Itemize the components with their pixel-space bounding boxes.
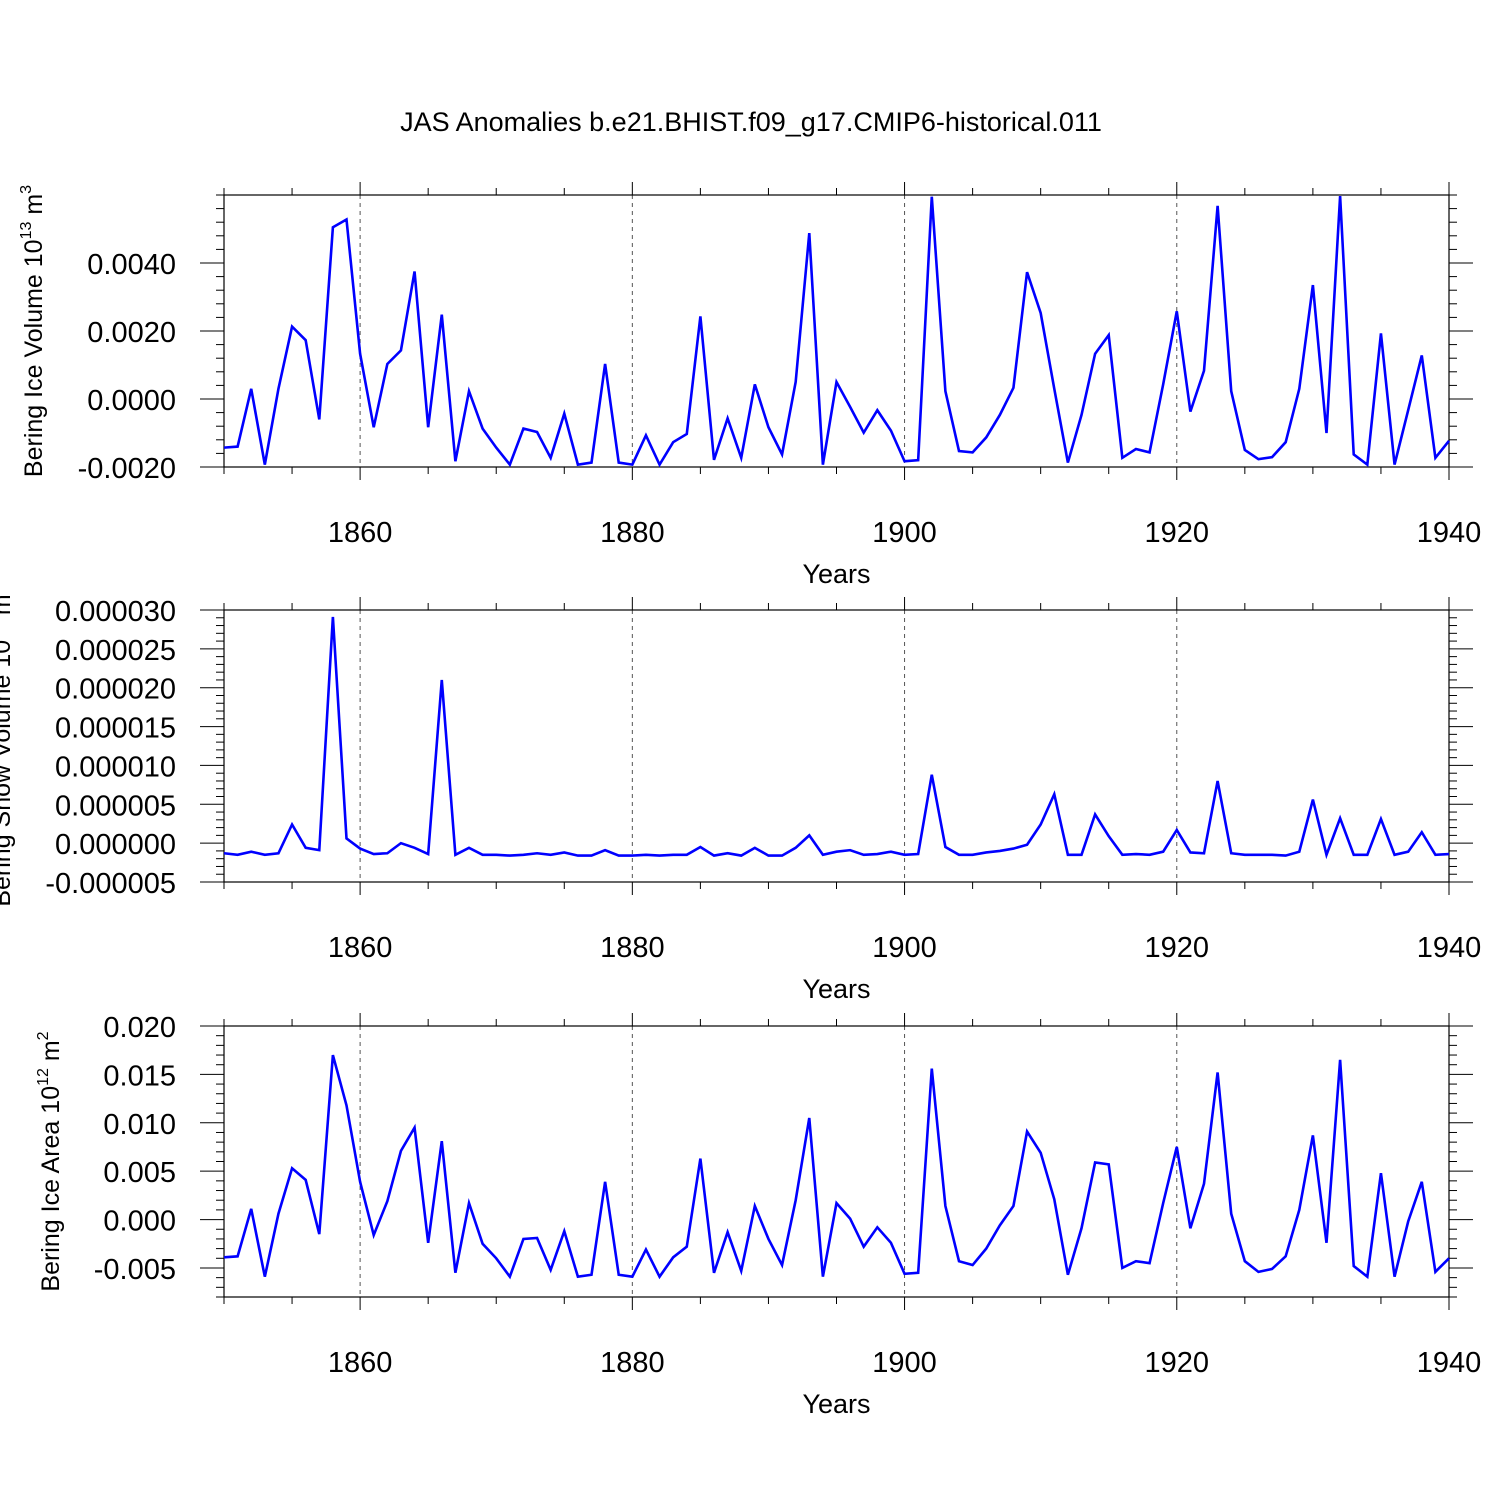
x-tick-label: 1880 — [600, 932, 665, 964]
y-axis-title-unit: m — [0, 594, 16, 622]
y-tick-label: 0.000025 — [55, 635, 176, 667]
x-tick-label: 1880 — [600, 517, 665, 549]
y-tick-label: 0.000030 — [55, 596, 176, 628]
y-tick-label: -0.005 — [94, 1254, 176, 1286]
x-tick-label: 1860 — [328, 517, 393, 549]
y-tick-label: 0.020 — [103, 1012, 176, 1044]
x-tick-label: 1940 — [1417, 932, 1482, 964]
y-axis-title-exponent: 13 — [0, 622, 3, 640]
panel-3: 1860 1880 1900 1920 1940 -0.005 0.000 0.005 0.01… — [35, 1012, 1481, 1419]
y-tick-label: 0.0020 — [87, 317, 176, 349]
x-axis-title: Years — [802, 559, 870, 589]
series-line — [223, 616, 1450, 860]
y-tick-label: 0.000 — [103, 1206, 176, 1238]
y-axis-title-unit-exponent: 2 — [35, 1031, 52, 1040]
y-axis-title-text: Bering Snow Volume 10 — [0, 640, 16, 907]
series-line — [223, 195, 1451, 468]
y-tick-label: 0.0040 — [87, 249, 176, 281]
y-axis-title-unit-exponent: 3 — [18, 185, 35, 194]
y-axis-title-text: Bering Ice Volume 10 — [20, 239, 48, 477]
y-axis-title-unit: m — [37, 1040, 65, 1068]
y-axis-title: Bering Ice Area 1012 m2 — [35, 1031, 65, 1291]
y-tick-label: 0.000000 — [55, 829, 176, 861]
y-axis-title-exponent: 13 — [18, 222, 35, 240]
y-tick-label: 0.000005 — [55, 790, 176, 822]
y-axis-title: Bering Snow Volume 1013 m3 — [0, 585, 16, 906]
x-tick-label: 1900 — [872, 932, 937, 964]
y-tick-label: 0.000020 — [55, 674, 176, 706]
x-axis-title: Years — [802, 1389, 870, 1419]
plot-frame — [223, 194, 1450, 468]
x-tick-label: 1920 — [1145, 517, 1210, 549]
x-tick-label: 1920 — [1145, 932, 1210, 964]
y-axis-title-unit: m — [20, 194, 48, 222]
x-tick-label: 1940 — [1417, 1347, 1482, 1379]
x-axis-title: Years — [802, 974, 870, 1004]
y-axis-title-exponent: 12 — [35, 1068, 52, 1086]
series-line — [223, 1054, 1450, 1280]
panel-1: 1860 1880 1900 1920 1940 -0.0020 0.0000 0.0020 0… — [18, 182, 1481, 589]
y-tick-label: 0.015 — [103, 1060, 176, 1092]
y-tick-label: -0.000005 — [45, 868, 176, 900]
x-tick-label: 1860 — [328, 932, 393, 964]
chart-title: JAS Anomalies b.e21.BHIST.f09_g17.CMIP6-… — [400, 107, 1102, 137]
x-tick-label: 1940 — [1417, 517, 1482, 549]
x-tick-label: 1880 — [600, 1347, 665, 1379]
plot-frame — [223, 609, 1450, 883]
y-axis-title: Bering Ice Volume 1013 m3 — [18, 185, 48, 477]
y-tick-label: 0.005 — [103, 1157, 176, 1189]
y-tick-label: 0.0000 — [87, 385, 176, 417]
x-tick-label: 1900 — [872, 1347, 937, 1379]
y-tick-label: -0.0020 — [78, 453, 176, 485]
panel-2: 1860 1880 1900 1920 1940 -0.000005 0.000000 0.0… — [0, 585, 1481, 1004]
y-tick-label: 0.010 — [103, 1109, 176, 1141]
plot-frame — [223, 1025, 1450, 1298]
y-tick-label: 0.000010 — [55, 751, 176, 783]
x-tick-label: 1860 — [328, 1347, 393, 1379]
x-tick-label: 1920 — [1145, 1347, 1210, 1379]
y-tick-label: 0.000015 — [55, 713, 176, 745]
y-axis-title-text: Bering Ice Area 10 — [37, 1086, 65, 1292]
x-tick-label: 1900 — [872, 517, 937, 549]
y-axis-title-unit-exponent: 3 — [0, 585, 3, 594]
